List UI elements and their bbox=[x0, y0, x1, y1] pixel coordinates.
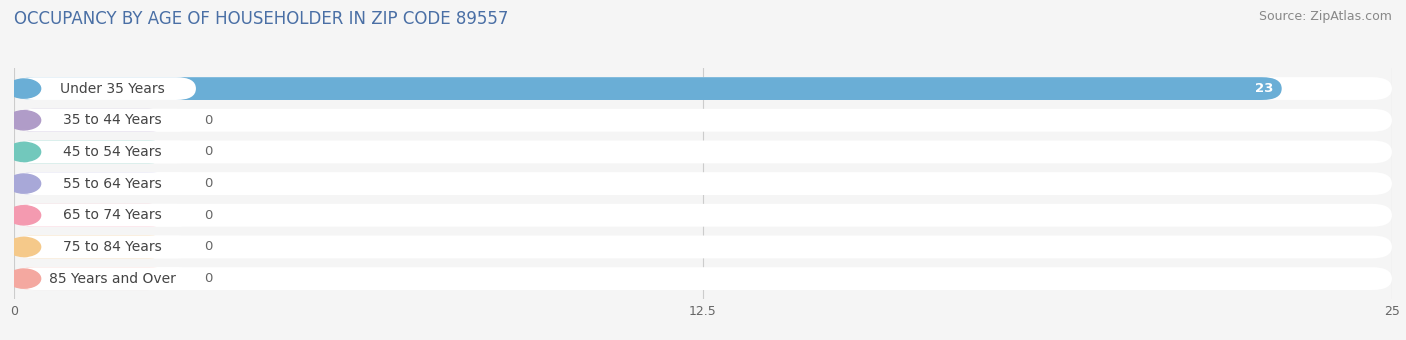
Circle shape bbox=[7, 206, 41, 225]
FancyBboxPatch shape bbox=[14, 140, 169, 163]
FancyBboxPatch shape bbox=[14, 109, 195, 132]
Circle shape bbox=[7, 111, 41, 130]
Circle shape bbox=[7, 174, 41, 193]
Text: 55 to 64 Years: 55 to 64 Years bbox=[63, 176, 162, 191]
Text: Source: ZipAtlas.com: Source: ZipAtlas.com bbox=[1258, 10, 1392, 23]
Text: OCCUPANCY BY AGE OF HOUSEHOLDER IN ZIP CODE 89557: OCCUPANCY BY AGE OF HOUSEHOLDER IN ZIP C… bbox=[14, 10, 509, 28]
Text: 0: 0 bbox=[204, 272, 212, 285]
Circle shape bbox=[7, 142, 41, 162]
Text: 65 to 74 Years: 65 to 74 Years bbox=[63, 208, 162, 222]
Text: 0: 0 bbox=[204, 177, 212, 190]
FancyBboxPatch shape bbox=[14, 109, 1392, 132]
Text: 45 to 54 Years: 45 to 54 Years bbox=[63, 145, 162, 159]
FancyBboxPatch shape bbox=[14, 172, 1392, 195]
FancyBboxPatch shape bbox=[14, 267, 169, 290]
FancyBboxPatch shape bbox=[14, 204, 169, 227]
FancyBboxPatch shape bbox=[14, 172, 195, 195]
FancyBboxPatch shape bbox=[14, 267, 1392, 290]
Text: 35 to 44 Years: 35 to 44 Years bbox=[63, 113, 162, 127]
Text: 23: 23 bbox=[1256, 82, 1274, 95]
Text: 0: 0 bbox=[204, 146, 212, 158]
Text: 85 Years and Over: 85 Years and Over bbox=[49, 272, 176, 286]
FancyBboxPatch shape bbox=[14, 140, 1392, 163]
FancyBboxPatch shape bbox=[14, 77, 1282, 100]
Text: 0: 0 bbox=[204, 114, 212, 127]
FancyBboxPatch shape bbox=[14, 267, 195, 290]
Text: 0: 0 bbox=[204, 240, 212, 253]
Circle shape bbox=[7, 269, 41, 288]
Circle shape bbox=[7, 79, 41, 98]
FancyBboxPatch shape bbox=[14, 172, 169, 195]
FancyBboxPatch shape bbox=[14, 77, 195, 100]
Text: Under 35 Years: Under 35 Years bbox=[60, 82, 165, 96]
FancyBboxPatch shape bbox=[14, 109, 169, 132]
FancyBboxPatch shape bbox=[14, 236, 169, 258]
FancyBboxPatch shape bbox=[14, 204, 1392, 227]
Text: 0: 0 bbox=[204, 209, 212, 222]
Text: 75 to 84 Years: 75 to 84 Years bbox=[63, 240, 162, 254]
FancyBboxPatch shape bbox=[14, 236, 195, 258]
FancyBboxPatch shape bbox=[14, 77, 1392, 100]
Circle shape bbox=[7, 237, 41, 256]
FancyBboxPatch shape bbox=[14, 236, 1392, 258]
FancyBboxPatch shape bbox=[14, 140, 195, 163]
FancyBboxPatch shape bbox=[14, 204, 195, 227]
